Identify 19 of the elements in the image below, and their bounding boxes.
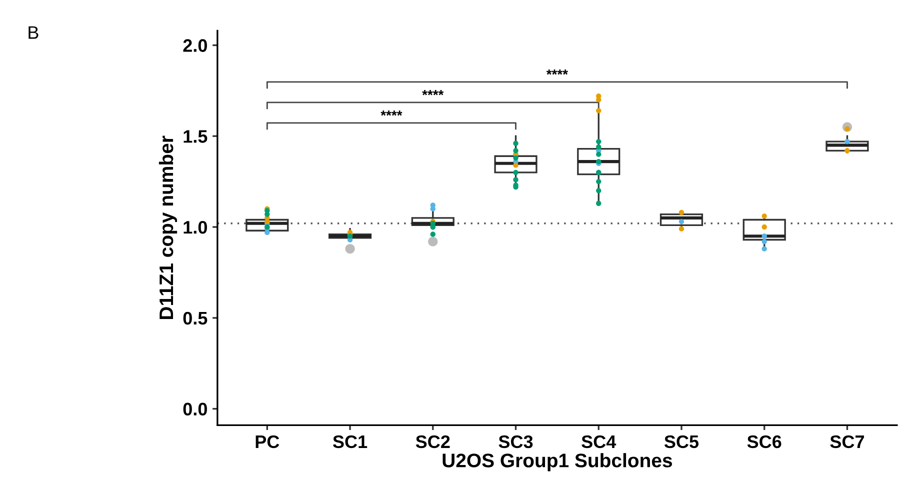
y-tick-label: 1.0 xyxy=(184,220,207,234)
x-tick-label: SC6 xyxy=(747,435,782,448)
y-axis-title: D11Z1 copy number xyxy=(158,136,178,319)
x-tick-label: SC4 xyxy=(582,435,616,448)
y-tick-label: 0.0 xyxy=(183,402,207,416)
x-axis-title: U2OS Group1 Subclones xyxy=(442,453,672,472)
annotation: **** xyxy=(546,70,568,75)
y-tick-label: 1.5 xyxy=(184,130,208,143)
annotation: **** xyxy=(422,90,444,96)
x-tick-label: PC xyxy=(256,435,280,448)
annotation: **** xyxy=(380,110,402,116)
x-tick-label: SC1 xyxy=(332,435,368,448)
y-tick-label: 0.5 xyxy=(183,312,208,325)
y-tick-label: 2.0 xyxy=(183,39,207,52)
x-tick-label: SC3 xyxy=(498,435,533,448)
x-tick-label: SC5 xyxy=(664,435,699,448)
x-tick-label: SC2 xyxy=(416,435,450,448)
text: B xyxy=(28,26,38,39)
x-tick-label: SC7 xyxy=(830,435,864,448)
